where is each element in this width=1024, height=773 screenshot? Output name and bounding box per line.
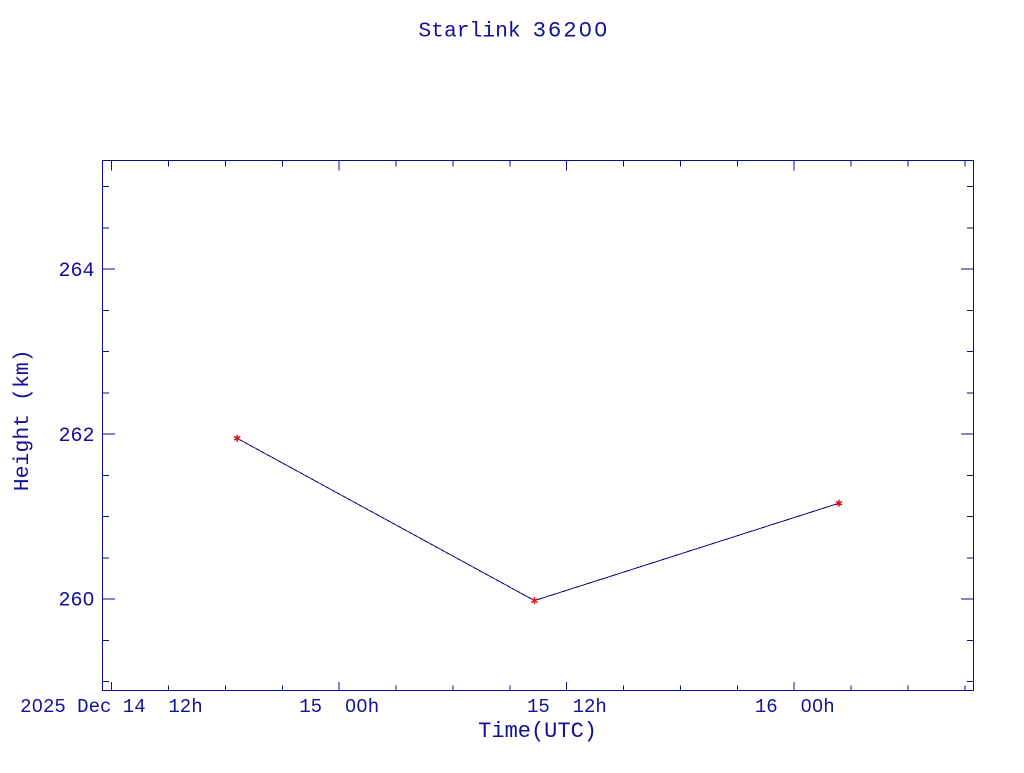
svg-text:Starlink: Starlink xyxy=(418,20,520,44)
svg-text:Time(UTC): Time(UTC) xyxy=(478,719,597,744)
svg-text:2025 Dec 14 12h: 2025 Dec 14 12h xyxy=(20,696,202,718)
svg-text:262: 262 xyxy=(58,425,94,448)
svg-text:15 12h: 15 12h xyxy=(527,696,607,718)
svg-text:15 00h: 15 00h xyxy=(299,696,379,718)
svg-text:16 00h: 16 00h xyxy=(755,696,835,718)
svg-text:36200: 36200 xyxy=(533,18,610,44)
svg-text:Height (km): Height (km) xyxy=(11,349,35,491)
svg-text:260: 260 xyxy=(58,590,94,613)
svg-text:264: 264 xyxy=(58,260,94,283)
